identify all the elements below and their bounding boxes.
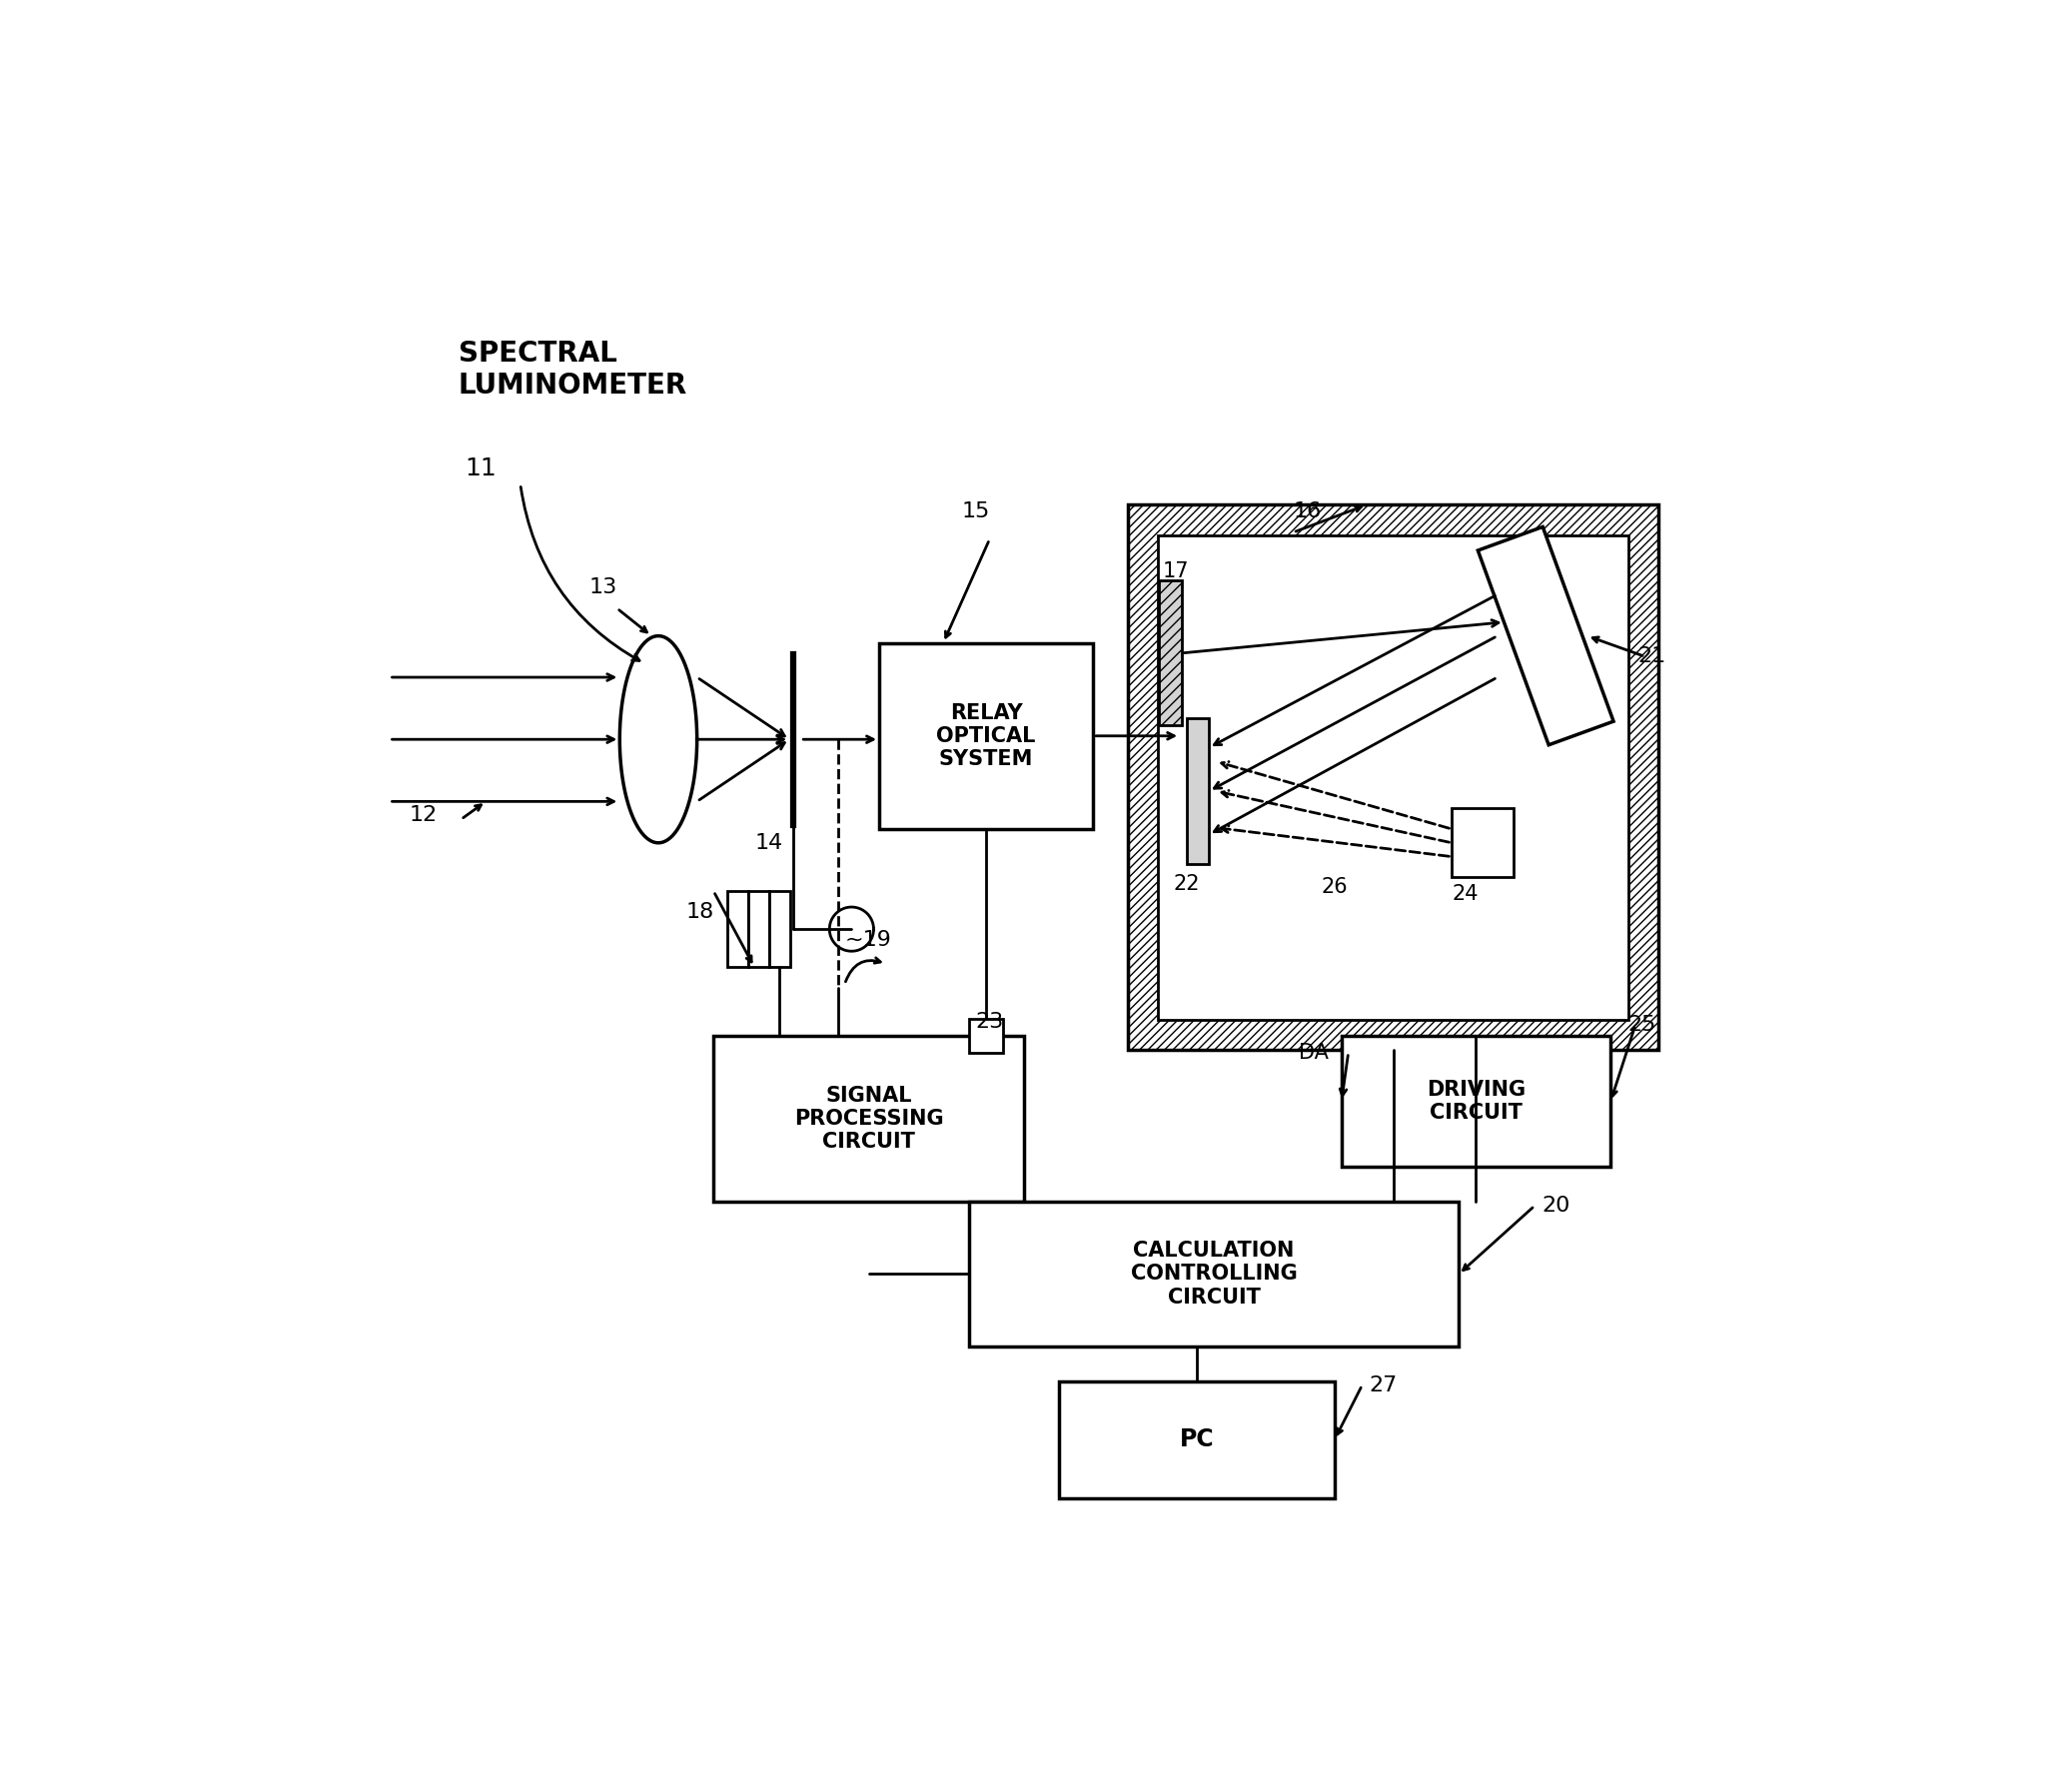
Text: 25: 25 — [1627, 1014, 1656, 1036]
Polygon shape — [620, 636, 698, 842]
Bar — [1157, 536, 1629, 1020]
Text: 14: 14 — [755, 833, 784, 853]
Bar — [969, 1020, 1003, 1054]
Bar — [1127, 505, 1658, 1050]
Bar — [714, 1036, 1024, 1202]
Text: 12: 12 — [410, 805, 437, 826]
Text: CALCULATION
CONTROLLING
CIRCUIT: CALCULATION CONTROLLING CIRCUIT — [1131, 1240, 1297, 1306]
Text: 13: 13 — [589, 577, 618, 597]
Bar — [726, 891, 749, 968]
Text: DA: DA — [1299, 1043, 1330, 1063]
Bar — [1186, 719, 1209, 864]
Text: ~19: ~19 — [845, 930, 891, 950]
Text: 17: 17 — [1163, 561, 1188, 581]
Text: 24: 24 — [1453, 883, 1479, 903]
Text: PC: PC — [1180, 1428, 1215, 1452]
Text: 21: 21 — [1637, 647, 1666, 667]
Text: 20: 20 — [1541, 1195, 1570, 1215]
Bar — [1453, 808, 1514, 878]
Polygon shape — [1477, 527, 1613, 745]
Text: 26: 26 — [1321, 876, 1348, 898]
Text: 16: 16 — [1293, 502, 1321, 521]
Bar — [878, 643, 1094, 830]
Text: SPECTRAL
LUMINOMETER: SPECTRAL LUMINOMETER — [458, 339, 687, 400]
Text: 11: 11 — [466, 457, 497, 480]
Bar — [969, 1202, 1459, 1346]
Bar — [1159, 581, 1182, 726]
Text: DRIVING
CIRCUIT: DRIVING CIRCUIT — [1426, 1081, 1525, 1124]
Text: 23: 23 — [975, 1012, 1003, 1032]
Bar — [770, 891, 790, 968]
Bar — [1342, 1036, 1611, 1167]
Text: SIGNAL
PROCESSING
CIRCUIT: SIGNAL PROCESSING CIRCUIT — [794, 1086, 944, 1152]
Bar — [1059, 1382, 1334, 1498]
Text: 22: 22 — [1174, 874, 1200, 894]
Text: 15: 15 — [962, 502, 989, 521]
Text: 27: 27 — [1369, 1374, 1397, 1396]
Bar — [749, 891, 770, 968]
Text: RELAY
OPTICAL
SYSTEM: RELAY OPTICAL SYSTEM — [936, 702, 1036, 769]
Text: 18: 18 — [685, 901, 714, 921]
